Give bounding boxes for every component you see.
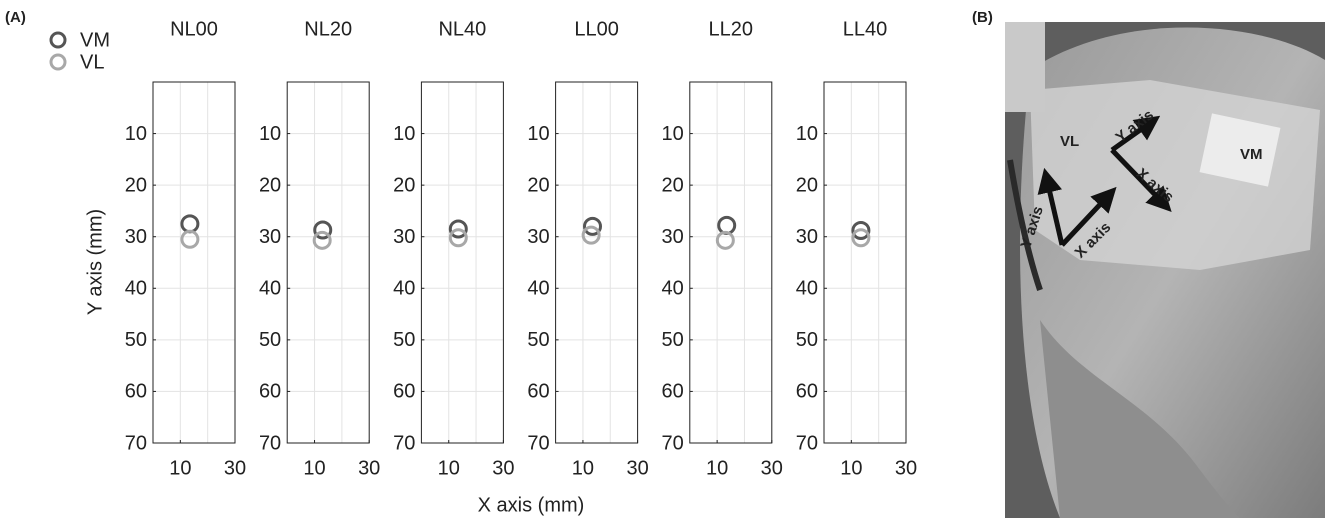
x-tick-label: 10: [840, 457, 862, 479]
y-tick-label: 30: [527, 226, 549, 248]
y-tick-label: 30: [125, 226, 147, 248]
x-tick-label: 30: [358, 457, 380, 479]
axes-box: [153, 82, 235, 443]
y-tick-label: 20: [796, 174, 818, 196]
y-tick-label: 50: [259, 329, 281, 351]
y-tick-label: 30: [796, 226, 818, 248]
y-tick-label: 10: [259, 123, 281, 145]
x-tick-label: 10: [706, 457, 728, 479]
y-tick-label: 60: [662, 381, 684, 403]
photo-label: VM: [1240, 146, 1263, 163]
y-tick-label: 60: [125, 381, 147, 403]
legend-marker: [51, 55, 65, 69]
axes-box: [556, 82, 638, 443]
x-tick-label: 10: [169, 457, 191, 479]
y-tick-label: 10: [796, 123, 818, 145]
x-tick-label: 10: [572, 457, 594, 479]
y-tick-label: 30: [662, 226, 684, 248]
y-tick-label: 60: [527, 381, 549, 403]
y-tick-label: 50: [662, 329, 684, 351]
chart-title: LL40: [843, 18, 888, 40]
photo: VL VM Y axis X axis Y axis X axis: [1005, 22, 1325, 518]
y-tick-label: 50: [796, 329, 818, 351]
axes-box: [287, 82, 369, 443]
y-tick-label: 70: [393, 432, 415, 454]
x-tick-label: 30: [761, 457, 783, 479]
point: [182, 231, 198, 247]
y-axis-label: Y axis (mm): [84, 209, 106, 315]
panel-label: (A): [5, 9, 26, 26]
y-tick-label: 40: [662, 278, 684, 300]
x-axis-label: X axis (mm): [478, 494, 585, 516]
x-tick-label: 30: [224, 457, 246, 479]
y-tick-label: 40: [259, 278, 281, 300]
axes-box: [824, 82, 906, 443]
y-tick-label: 60: [259, 381, 281, 403]
y-tick-label: 20: [527, 174, 549, 196]
y-tick-label: 40: [393, 278, 415, 300]
point: [182, 216, 198, 232]
y-tick-label: 10: [125, 123, 147, 145]
y-tick-label: 60: [796, 381, 818, 403]
y-tick-label: 40: [796, 278, 818, 300]
y-tick-label: 40: [125, 278, 147, 300]
y-tick-label: 70: [125, 432, 147, 454]
y-tick-label: 10: [527, 123, 549, 145]
y-tick-label: 70: [796, 432, 818, 454]
y-tick-label: 70: [662, 432, 684, 454]
y-tick-label: 60: [393, 381, 415, 403]
chart-title: NL20: [304, 18, 352, 40]
y-tick-label: 50: [527, 329, 549, 351]
panel-label: (B): [972, 9, 993, 26]
y-tick-label: 20: [125, 174, 147, 196]
y-tick-label: 10: [393, 123, 415, 145]
x-tick-label: 10: [303, 457, 325, 479]
chart-title: LL00: [574, 18, 619, 40]
y-tick-label: 70: [259, 432, 281, 454]
axes-box: [690, 82, 772, 443]
point: [314, 232, 330, 248]
photo-label: VL: [1060, 133, 1079, 150]
y-tick-label: 30: [393, 226, 415, 248]
chart-title: NL00: [170, 18, 218, 40]
legend-marker: [51, 33, 65, 47]
y-tick-label: 70: [527, 432, 549, 454]
x-tick-label: 30: [895, 457, 917, 479]
y-tick-label: 20: [259, 174, 281, 196]
x-tick-label: 30: [626, 457, 648, 479]
legend-label: VL: [80, 51, 104, 73]
x-tick-label: 10: [438, 457, 460, 479]
y-tick-label: 50: [125, 329, 147, 351]
x-tick-label: 30: [492, 457, 514, 479]
y-tick-label: 20: [662, 174, 684, 196]
y-tick-label: 50: [393, 329, 415, 351]
y-tick-label: 10: [662, 123, 684, 145]
chart-title: LL20: [709, 18, 754, 40]
y-tick-label: 20: [393, 174, 415, 196]
chart-title: NL40: [438, 18, 486, 40]
figure: (A) (B) X axis (mm) Y axis (mm) VL VM Y …: [0, 0, 1330, 518]
axes-box: [421, 82, 503, 443]
y-tick-label: 40: [527, 278, 549, 300]
legend-label: VM: [80, 29, 110, 51]
y-tick-label: 30: [259, 226, 281, 248]
